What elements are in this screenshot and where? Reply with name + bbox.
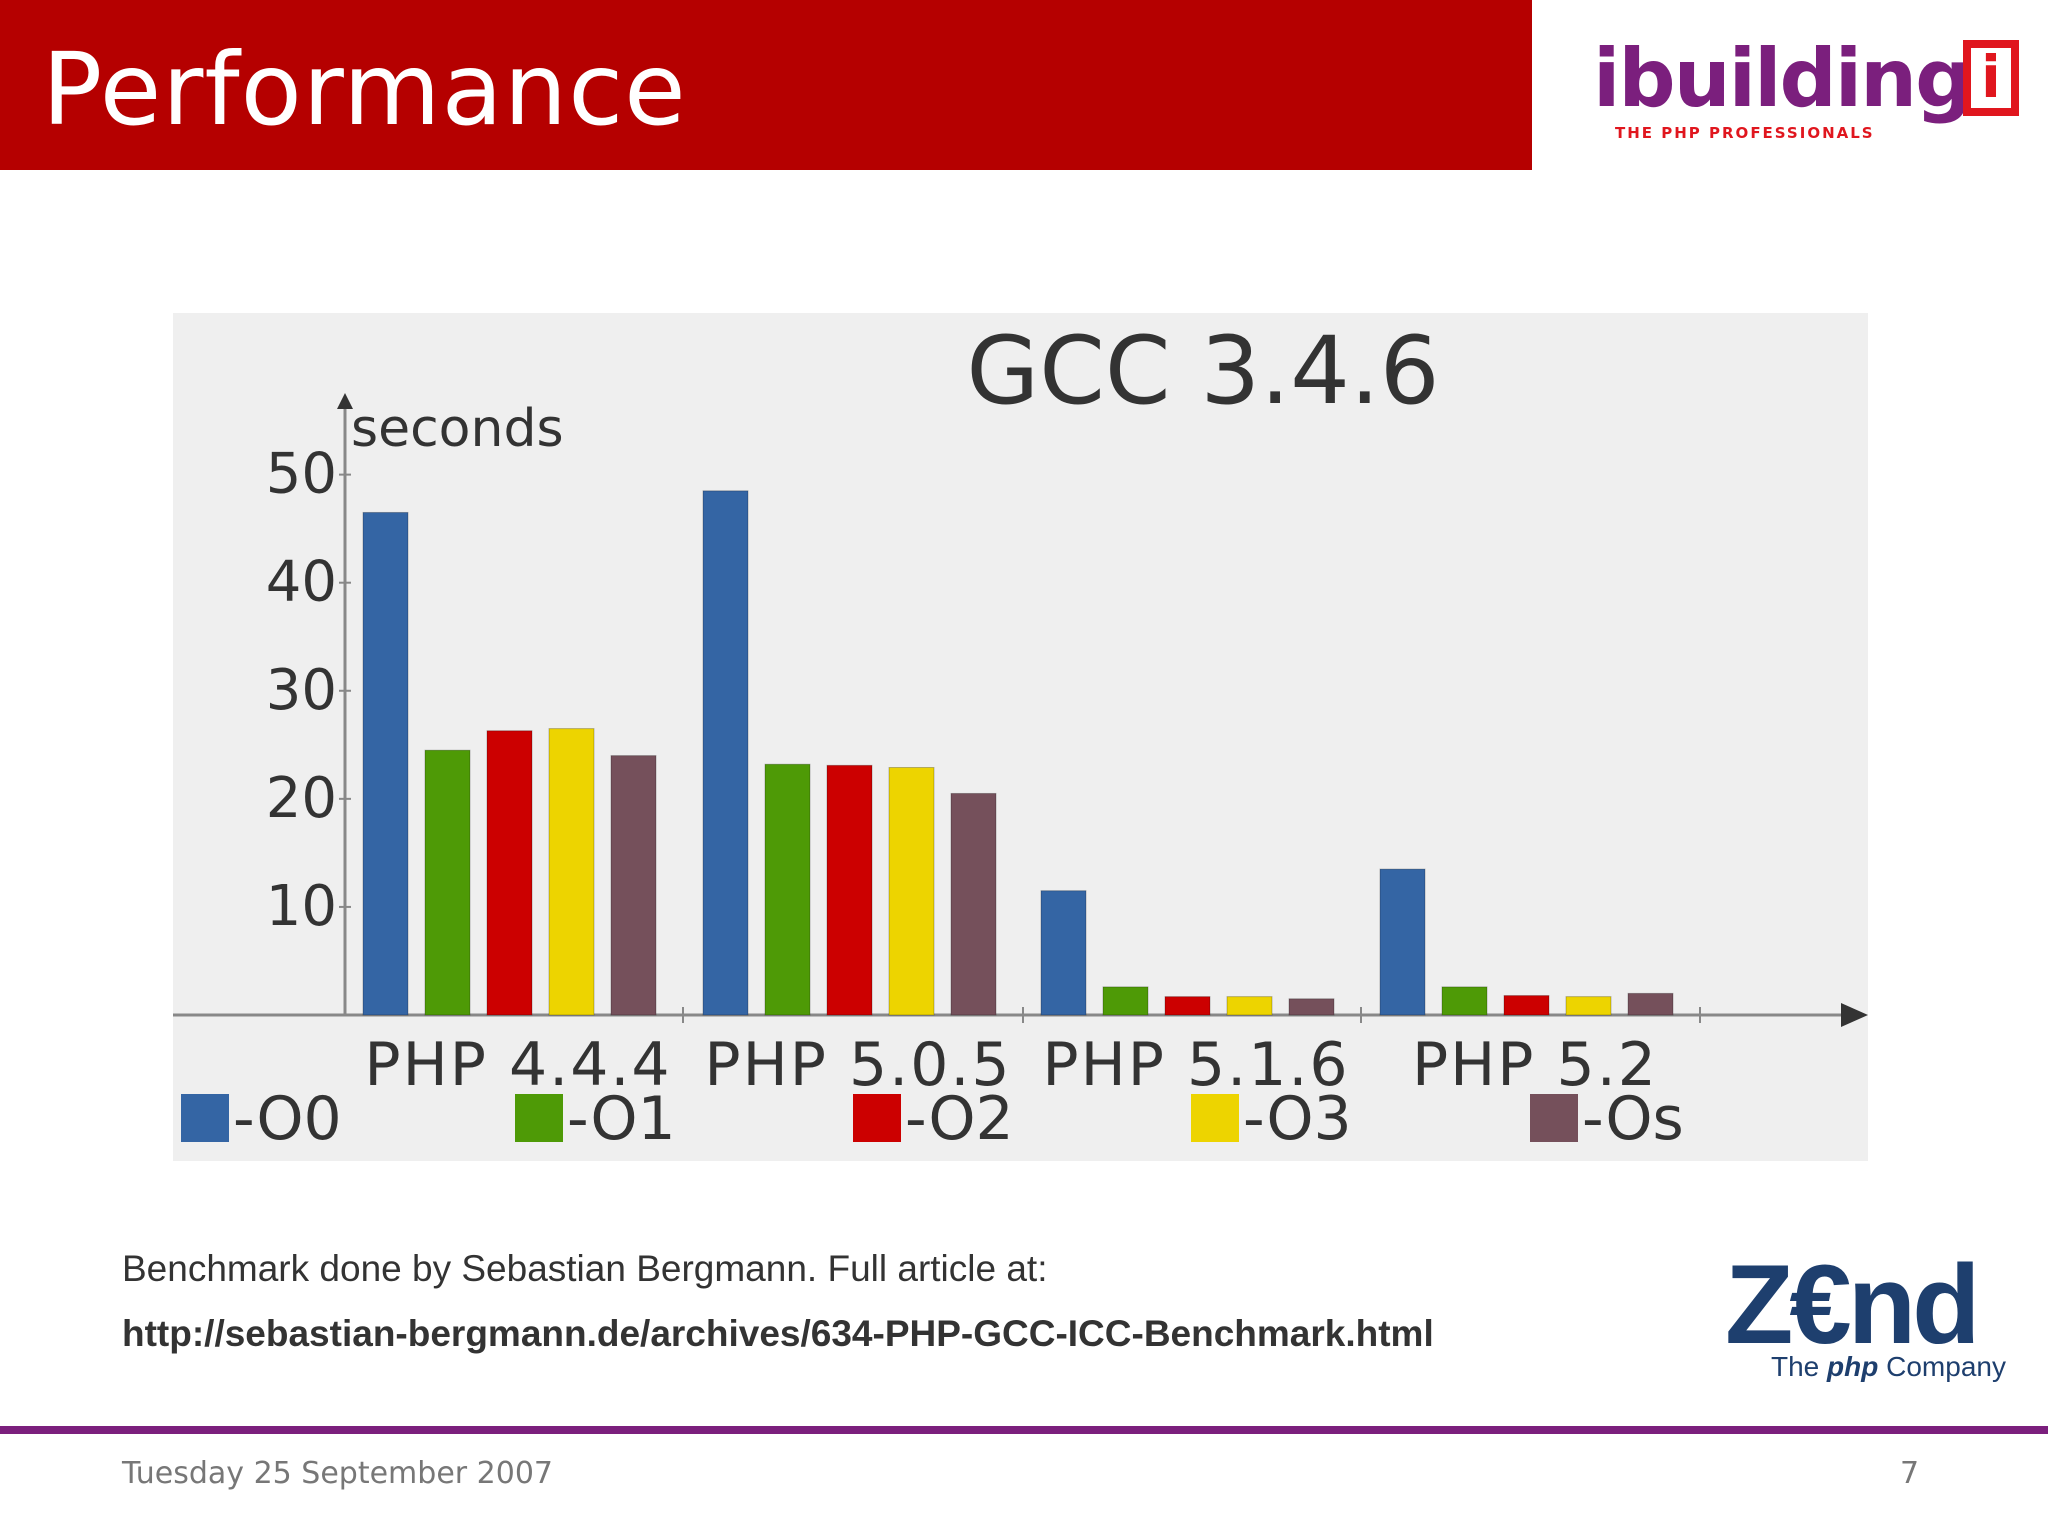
zend-tagline-php: php — [1827, 1351, 1879, 1382]
bar-php-5-0-5-o2 — [826, 764, 873, 1016]
footer-divider — [0, 1426, 2048, 1434]
x-tick-label: PHP 5.0.5 — [704, 1030, 1011, 1100]
y-axis-arrow — [337, 393, 353, 409]
legend-swatch — [1191, 1094, 1239, 1142]
bar-php-4-4-4-o2 — [486, 730, 533, 1016]
legend-label: -O3 — [1243, 1084, 1352, 1154]
zend-tagline-suffix: Company — [1878, 1351, 2006, 1382]
footer-date: Tuesday 25 September 2007 — [122, 1456, 554, 1491]
legend-swatch — [853, 1094, 901, 1142]
bar-php-5-1-6-o2 — [1164, 996, 1211, 1016]
bar-php-5-2-o0 — [1379, 868, 1426, 1016]
bar-php-4-4-4-os — [610, 755, 657, 1016]
bar-php-5-1-6-o1 — [1102, 986, 1149, 1016]
bar-php-5-1-6-o0 — [1040, 890, 1087, 1016]
bar-php-5-2-o3 — [1565, 996, 1612, 1016]
legend-label: -Os — [1582, 1084, 1684, 1154]
legend-swatch — [1530, 1094, 1578, 1142]
bar-php-5-0-5-os — [950, 792, 997, 1016]
chart-panel: GCC 3.4.6 seconds 10 20 30 40 50 PHP 4.4.4 PHP 5… — [173, 313, 1868, 1161]
zend-tagline-prefix: The — [1771, 1351, 1828, 1382]
benchmark-caption: Benchmark done by Sebastian Bergmann. Fu… — [122, 1248, 1048, 1289]
y-axis-label: seconds — [351, 399, 564, 459]
bar-php-5-0-5-o0 — [702, 490, 749, 1016]
chart-title: GCC 3.4.6 — [966, 317, 1439, 426]
bar-php-4-4-4-o1 — [424, 749, 471, 1016]
legend-label: -O2 — [905, 1084, 1014, 1154]
legend-label: -O1 — [567, 1084, 676, 1154]
bar-php-4-4-4-o0 — [362, 511, 409, 1016]
bar-php-5-1-6-os — [1288, 998, 1335, 1016]
bar-php-5-2-o1 — [1441, 986, 1488, 1016]
y-tick-label: 30 — [266, 658, 337, 723]
x-tick-label: PHP 5.1.6 — [1042, 1030, 1349, 1100]
bar-php-4-4-4-o3 — [548, 728, 595, 1016]
page-number: 7 — [1900, 1456, 1920, 1491]
bar-php-5-0-5-o3 — [888, 767, 935, 1016]
zend-logo: Z€nd The php Company — [1725, 1245, 2025, 1395]
legend-label: -O0 — [233, 1084, 342, 1154]
title-bar: Performance — [0, 0, 1532, 170]
zend-logo-word: Z€nd — [1725, 1242, 1981, 1367]
bar-php-5-2-os — [1627, 992, 1674, 1016]
x-tick-label: PHP 4.4.4 — [364, 1030, 671, 1100]
ibuildings-logo-tagline: THE PHP PROFESSIONALS — [1615, 124, 1875, 142]
ibuildings-logo: ibuildings i THE PHP PROFESSIONALS — [1585, 28, 2035, 158]
legend-swatch — [181, 1094, 229, 1142]
ibuildings-logo-bracket: i — [1963, 40, 2019, 116]
ibuildings-logo-word: ibuildings — [1593, 32, 2018, 125]
y-tick-label: 10 — [266, 874, 337, 939]
y-tick-label: 20 — [266, 766, 337, 831]
article-url: http://sebastian-bergmann.de/archives/63… — [122, 1313, 1434, 1354]
x-axis-arrow — [1841, 1003, 1868, 1027]
bar-php-5-1-6-o3 — [1226, 996, 1273, 1016]
y-tick-label: 50 — [266, 442, 337, 507]
legend-swatch — [515, 1094, 563, 1142]
bar-php-5-0-5-o1 — [764, 763, 811, 1016]
x-tick-label: PHP 5.2 — [1412, 1030, 1658, 1100]
y-tick-label: 40 — [266, 550, 337, 615]
slide-title: Performance — [42, 31, 687, 148]
bar-php-5-2-o2 — [1503, 995, 1550, 1016]
bar-chart: GCC 3.4.6 seconds 10 20 30 40 50 PHP 4.4.4 PHP 5… — [173, 317, 1868, 1154]
zend-logo-tagline: The php Company — [1771, 1351, 2006, 1383]
